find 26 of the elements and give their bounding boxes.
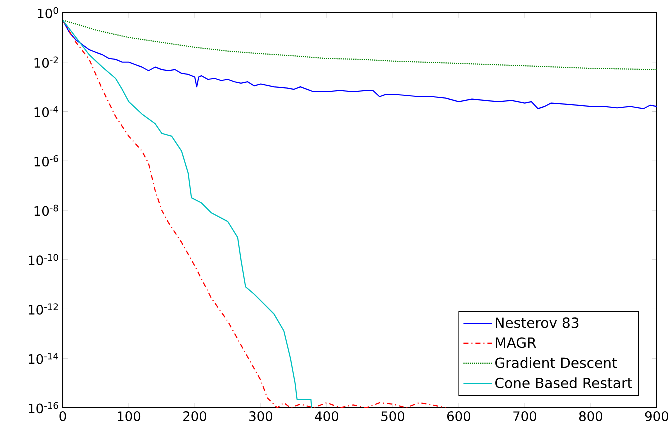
y-tick-label: 10$^{-16}$ xyxy=(29,402,58,414)
x-tick-label: 300 xyxy=(250,412,273,422)
legend-label: MAGR xyxy=(496,338,536,348)
y-tick-label: 10$^{-2}$ xyxy=(34,56,58,68)
y-tick-label: 10$^{-12}$ xyxy=(29,304,58,315)
y-tick-label: 10$^{-8}$ xyxy=(34,204,58,216)
x-tick-label: 200 xyxy=(184,412,207,422)
legend-label: Cone Based Restart xyxy=(496,378,632,388)
legend-label: Gradient Descent xyxy=(496,357,618,368)
x-tick-label: 400 xyxy=(315,412,339,422)
y-tick-label: 10$^{0}$ xyxy=(38,7,58,19)
y-tick-label: 10$^{-14}$ xyxy=(29,353,58,364)
line-series xyxy=(63,20,446,408)
y-tick-label: 10$^{-6}$ xyxy=(34,155,58,167)
x-tick-label: 700 xyxy=(514,412,537,422)
x-tick-label: 800 xyxy=(579,412,603,422)
y-tick-label: 10$^{-4}$ xyxy=(34,106,58,118)
x-tick-label: 900 xyxy=(645,412,669,422)
x-tick-label: 100 xyxy=(118,412,141,422)
legend-label: Nesterov 83 xyxy=(496,318,579,328)
x-tick-label: 500 xyxy=(382,412,405,422)
line-series xyxy=(63,20,657,70)
line-series xyxy=(63,20,312,408)
x-tick-label: 600 xyxy=(447,412,471,422)
y-tick-label: 10$^{-10}$ xyxy=(29,254,58,266)
x-tick-label: 0 xyxy=(60,412,66,422)
